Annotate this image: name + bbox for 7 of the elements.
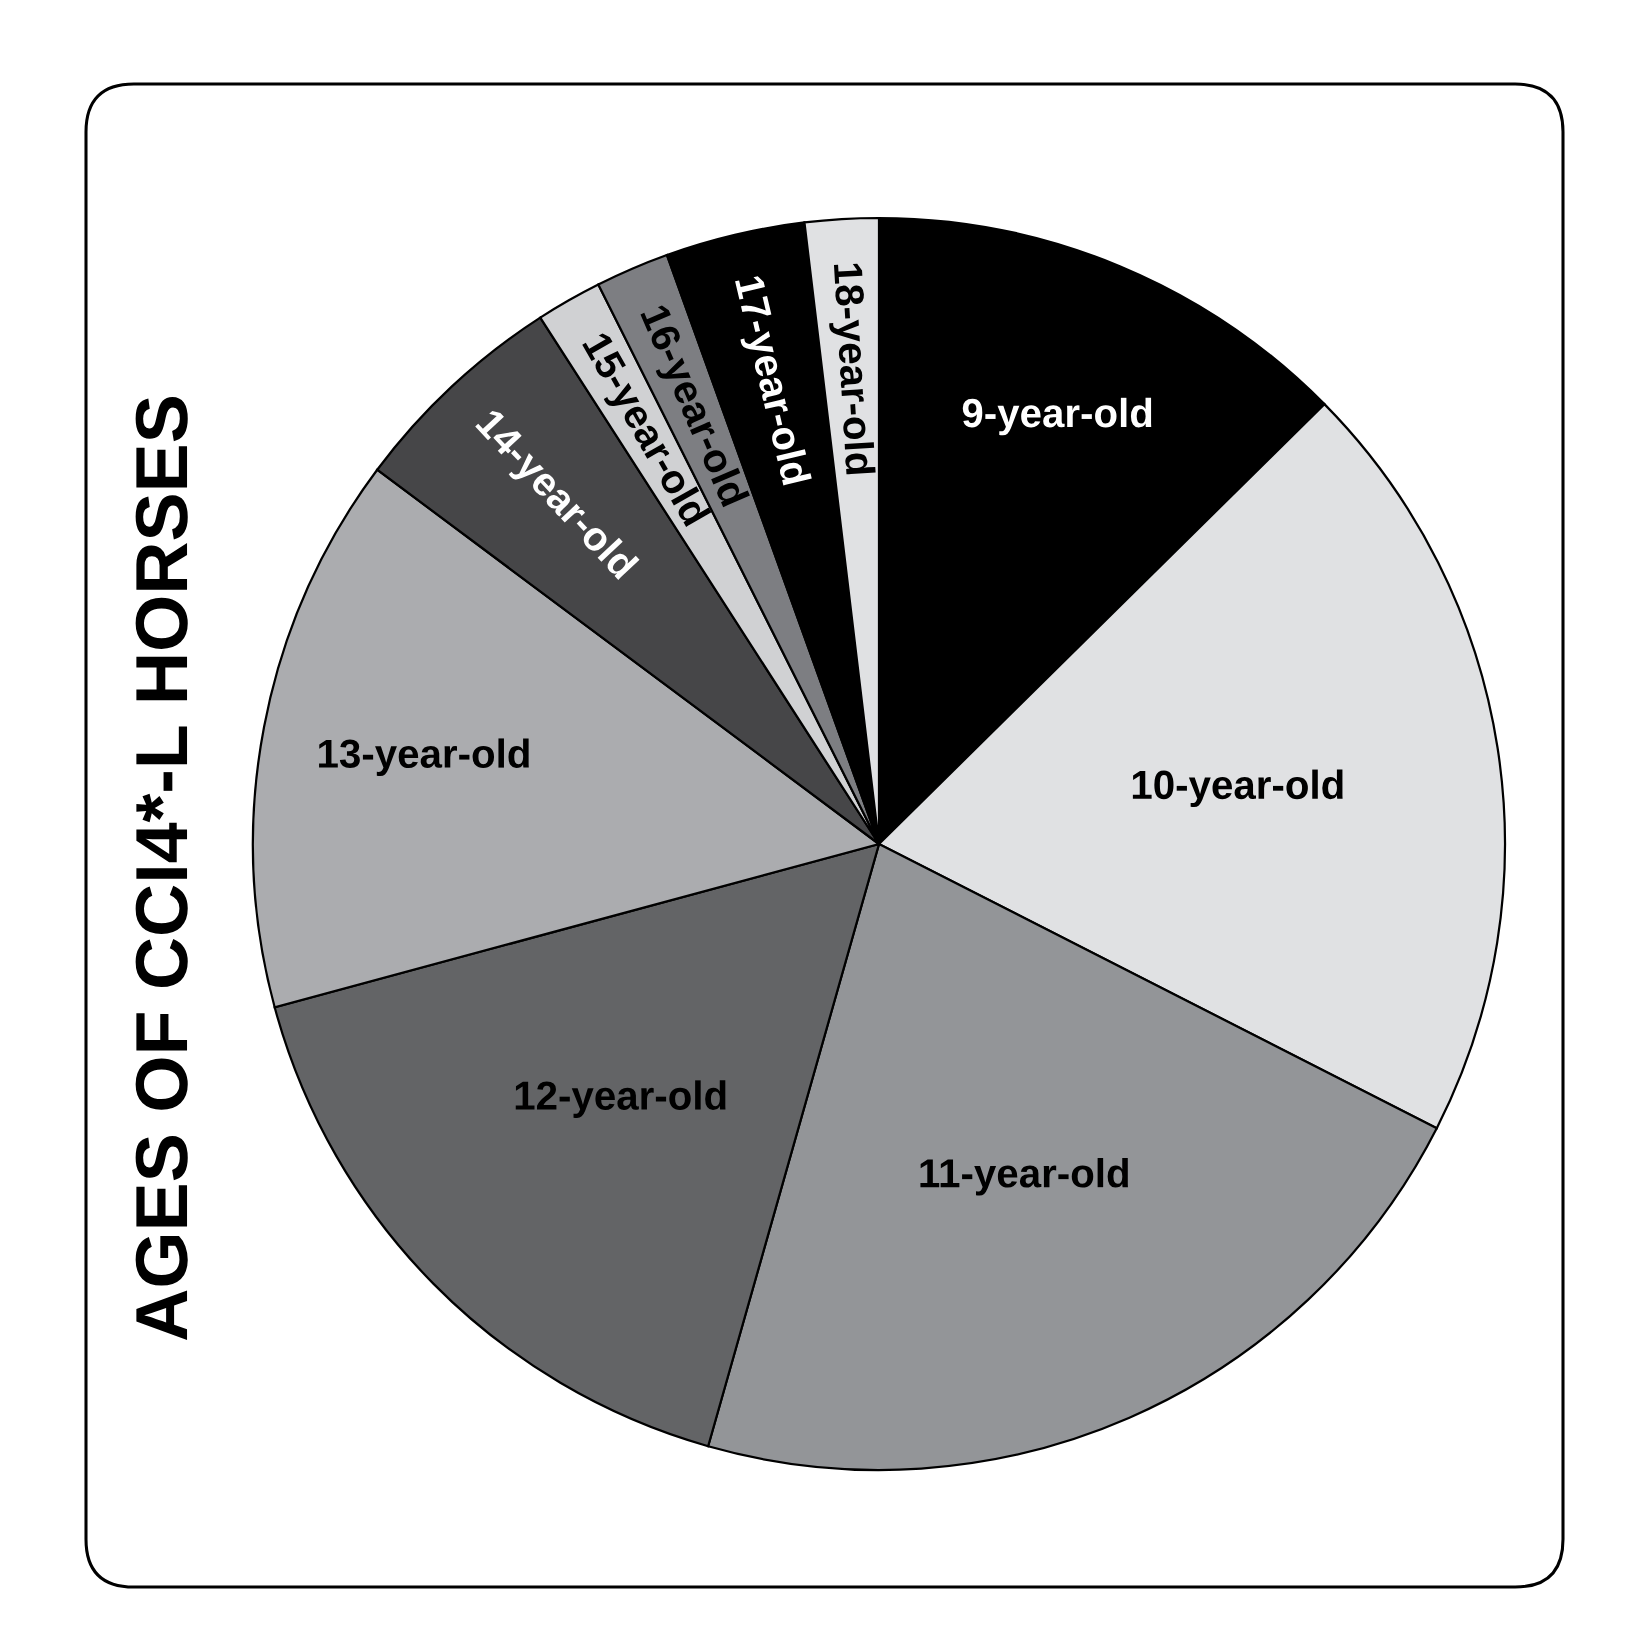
slice-label: 13-year-old [319, 738, 529, 776]
slice-label: 10-year-old [1132, 769, 1343, 808]
slice-label: 18-year-old [825, 263, 876, 475]
text: AGES OF CCI4*-L HORSES [135, 397, 188, 1340]
slice-label: 12-year-old [515, 1080, 726, 1118]
slice-label: 9-year-old [962, 397, 1152, 436]
slice-label: 11-year-old [920, 1157, 1128, 1196]
